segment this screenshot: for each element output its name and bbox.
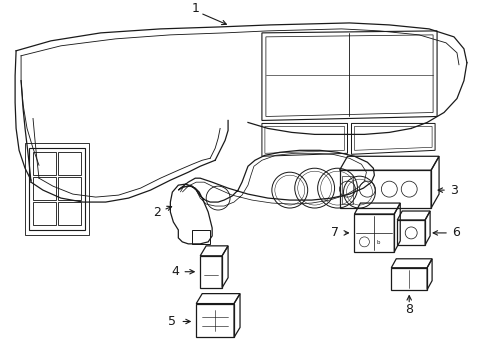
Text: 4: 4 [171,265,179,278]
Text: 3: 3 [449,184,457,197]
Text: b: b [376,240,379,246]
Text: 2: 2 [153,206,161,219]
Text: 8: 8 [405,303,412,316]
Text: 6: 6 [451,226,459,239]
Text: 7: 7 [330,226,338,239]
Bar [341,176,353,204]
Text: 5: 5 [168,315,176,328]
Text: 1: 1 [191,3,199,15]
